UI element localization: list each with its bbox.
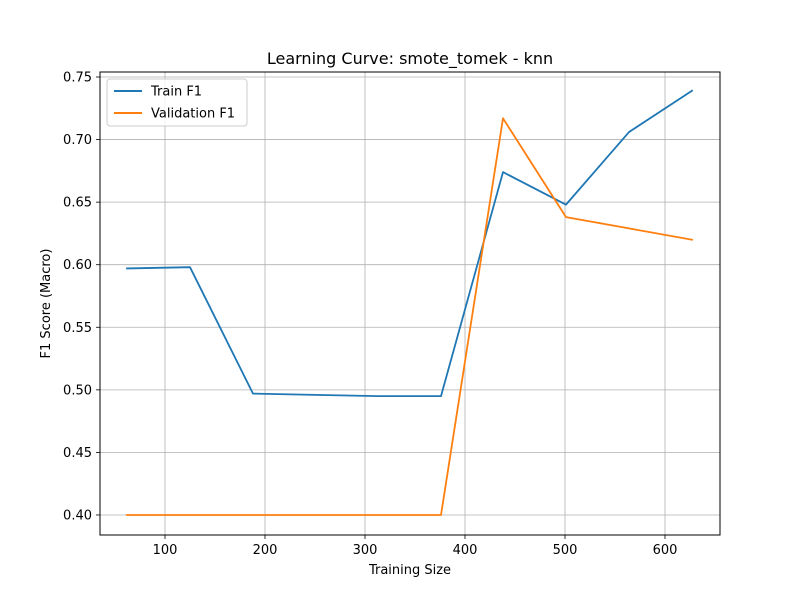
chart-title: Learning Curve: smote_tomek - knn (267, 49, 553, 69)
y-tick-label: 0.70 (63, 133, 92, 148)
x-axis-ticks: 100 200 300 400 500 600 (153, 535, 678, 558)
x-tick-label: 600 (653, 543, 678, 558)
x-tick-label: 200 (253, 543, 278, 558)
series-line-train-f1 (126, 89, 694, 398)
legend: Train F1 Validation F1 (106, 78, 248, 127)
y-tick-label: 0.55 (63, 321, 92, 336)
y-tick-label: 0.40 (63, 508, 92, 523)
y-tick-label: 0.65 (63, 196, 92, 211)
legend-label-validation-f1: Validation F1 (151, 107, 235, 122)
y-axis-ticks: 0.40 0.45 0.50 0.55 0.60 0.65 0.70 0.75 (63, 71, 100, 523)
series-lines (126, 89, 694, 516)
y-tick-label: 0.45 (63, 446, 92, 461)
series-line-validation-f1 (126, 117, 694, 516)
grid-lines (100, 72, 720, 535)
x-axis-label: Training Size (368, 563, 451, 578)
y-tick-label: 0.60 (63, 258, 92, 273)
x-tick-label: 100 (153, 543, 178, 558)
plot-area-frame (99, 71, 721, 536)
x-tick-label: 300 (353, 543, 378, 558)
y-tick-label: 0.50 (63, 383, 92, 398)
x-tick-label: 500 (553, 543, 578, 558)
y-tick-label: 0.75 (63, 71, 92, 86)
legend-label-train-f1: Train F1 (150, 85, 202, 100)
y-axis-label: F1 Score (Macro) (39, 249, 54, 359)
x-tick-label: 400 (453, 543, 478, 558)
